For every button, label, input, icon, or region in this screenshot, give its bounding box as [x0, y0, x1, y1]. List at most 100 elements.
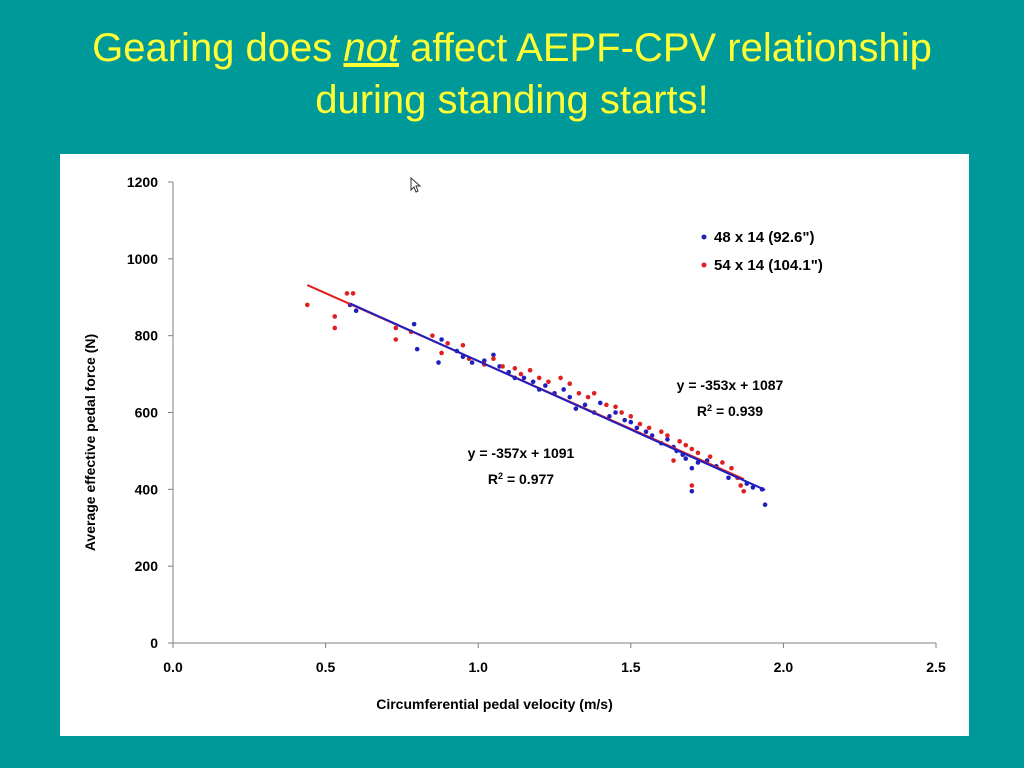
data-point-series-2 [683, 442, 689, 448]
chart-panel: 0 200 400 600 800 1000 1200 0.0 0.5 1.0 1.5 2.0 2.5 C… [60, 154, 969, 736]
data-point-series-2 [439, 350, 444, 356]
x-tick-label: 2.5 [926, 659, 946, 675]
data-point-series-2 [738, 483, 743, 488]
data-point-series-2 [304, 302, 310, 308]
title-text-part2: affect AEPF-CPV relationship [399, 26, 932, 70]
data-point-series-1 [634, 425, 640, 431]
axes: 0 200 400 600 800 1000 1200 0.0 0.5 1.0 1.5 2.0 2.5 C… [82, 174, 946, 712]
data-point-series-2 [344, 291, 350, 296]
data-point-series-1 [567, 394, 573, 400]
data-point-series-2 [536, 375, 542, 381]
x-tick-label: 0.0 [163, 659, 183, 675]
data-point-series-1 [543, 383, 548, 388]
data-point-series-2 [637, 421, 643, 427]
data-point-series-2 [567, 381, 573, 386]
x-tick-label: 2.0 [774, 659, 794, 675]
trendlines [306, 284, 766, 491]
data-point-series-2 [591, 390, 597, 396]
equation-series-2: y = -353x + 1087 [677, 377, 784, 393]
data-point-series-1 [411, 321, 417, 327]
data-point-series-1 [665, 437, 670, 442]
r-squared-series-2: R2 = 0.939 [697, 403, 763, 419]
title-text-part1: Gearing does [92, 26, 344, 70]
data-point-series-1 [750, 485, 756, 490]
data-point-series-1 [607, 414, 612, 419]
data-point-series-2 [546, 379, 551, 385]
y-axis-label: Average effective pedal force (N) [82, 334, 98, 551]
data-point-series-2 [619, 410, 624, 415]
y-tick-label: 0 [150, 635, 158, 651]
scatter-chart: 0 200 400 600 800 1000 1200 0.0 0.5 1.0 1.5 2.0 2.5 C… [82, 174, 946, 712]
data-point-series-1 [649, 433, 655, 438]
data-point-series-2 [512, 366, 518, 371]
data-point-series-2 [729, 465, 734, 471]
data-point-series-2 [604, 402, 609, 408]
x-tick-label: 0.5 [316, 659, 336, 675]
data-point-series-1 [439, 337, 444, 342]
data-point-series-1 [469, 360, 475, 365]
y-tick-label: 400 [135, 481, 159, 497]
data-point-series-1 [491, 352, 496, 358]
data-point-series-2 [720, 460, 725, 465]
data-point-series-1 [521, 375, 527, 381]
data-point-series-1 [414, 346, 420, 352]
data-point-series-2 [350, 291, 356, 296]
data-point-series-2 [558, 375, 563, 381]
data-point-series-1 [683, 456, 689, 461]
legend-marker-series-2 [701, 262, 707, 268]
trendline-series-1 [349, 302, 766, 491]
data-point-series-2 [695, 450, 701, 456]
data-point-series-2 [628, 414, 634, 419]
data-point-series-1 [482, 358, 487, 363]
data-point-series-1 [643, 429, 649, 435]
legend-label-series-2: 54 x 14 (104.1") [714, 257, 823, 274]
data-point-series-2 [665, 433, 670, 438]
data-point-series-1 [622, 417, 627, 423]
data-point-series-2 [332, 325, 338, 331]
data-point-series-1 [582, 402, 588, 408]
legend-marker-series-1 [701, 234, 707, 240]
data-point-series-1 [597, 400, 603, 406]
data-point-series-1 [613, 410, 618, 415]
data-point-series-2 [707, 454, 713, 459]
data-point-series-1 [726, 475, 731, 481]
chart-labels: 48 x 14 (92.6") 54 x 14 (104.1") y = -357x… [468, 229, 823, 487]
data-point-series-2 [430, 333, 435, 338]
data-point-series-2 [689, 483, 695, 488]
legend-label-series-1: 48 x 14 (92.6") [714, 229, 815, 246]
data-point-series-2 [460, 342, 466, 348]
y-tick-label: 600 [135, 405, 159, 421]
y-tick-label: 1000 [127, 251, 158, 267]
data-point-series-2 [585, 394, 591, 400]
data-point-series-2 [393, 325, 399, 331]
slide-title: Gearing does not affect AEPF-CPV relatio… [0, 22, 1024, 126]
data-point-series-1 [561, 387, 566, 392]
data-point-series-2 [332, 314, 338, 319]
data-point-series-1 [530, 379, 536, 385]
data-point-series-2 [677, 439, 682, 444]
title-emphasis: not [343, 26, 400, 70]
equation-series-1: y = -357x + 1091 [468, 445, 575, 461]
data-point-series-1 [762, 502, 768, 508]
x-tick-label: 1.5 [621, 659, 641, 675]
data-point-series-1 [436, 360, 441, 365]
data-point-series-1 [573, 406, 579, 411]
slide-title-line1: Gearing does not affect AEPF-CPV relatio… [0, 22, 1024, 74]
data-point-series-2 [445, 341, 450, 346]
data-point-series-2 [613, 404, 618, 410]
data-point-series-2 [393, 337, 399, 342]
data-point-series-2 [576, 390, 582, 396]
data-point-series-2 [500, 364, 505, 369]
data-point-series-2 [741, 488, 747, 494]
data-point-series-1 [353, 308, 359, 313]
y-tick-label: 1200 [127, 174, 158, 190]
data-point-series-2 [659, 429, 664, 435]
data-point-series-2 [671, 458, 676, 463]
r-squared-series-1: R2 = 0.977 [488, 471, 554, 487]
data-point-series-1 [689, 465, 695, 471]
data-point-series-2 [518, 371, 524, 377]
data-point-series-1 [628, 419, 634, 425]
data-point-series-2 [491, 356, 496, 362]
x-tick-label: 1.0 [468, 659, 488, 675]
y-tick-label: 200 [135, 558, 159, 574]
